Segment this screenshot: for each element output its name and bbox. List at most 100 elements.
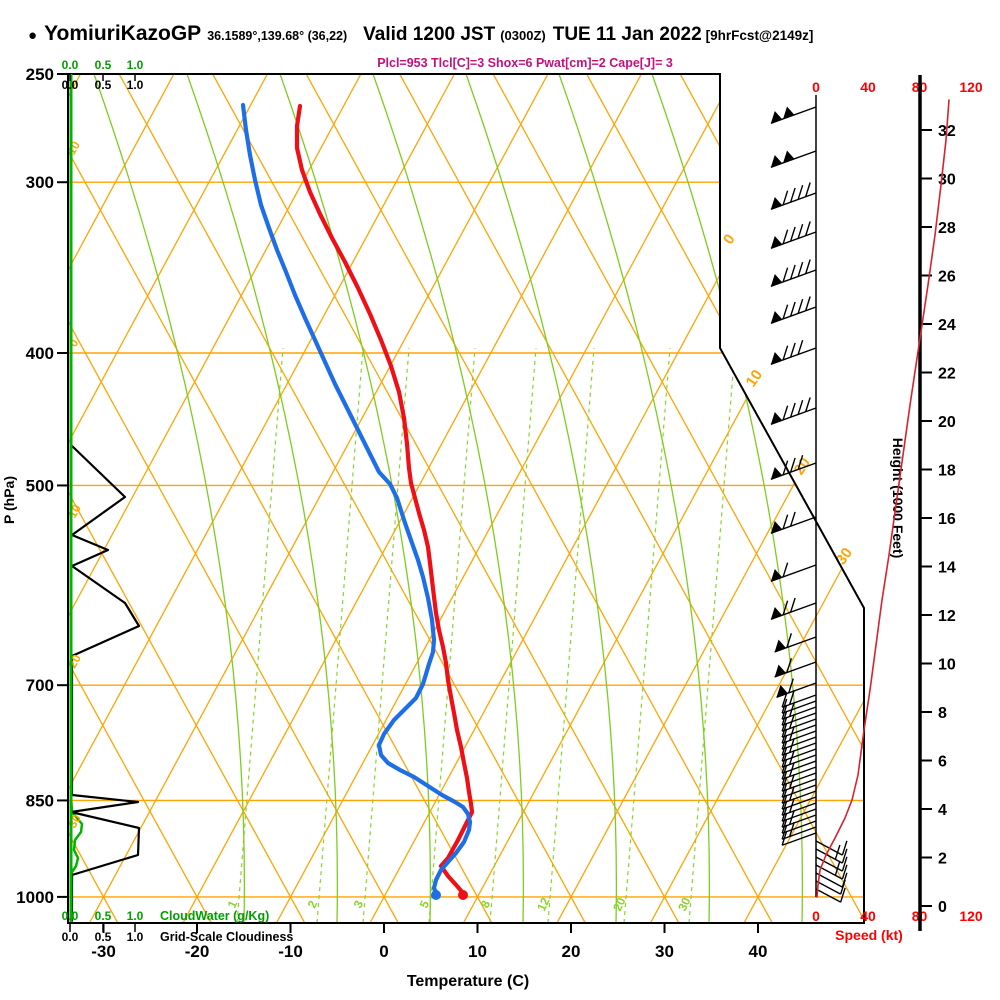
barb-feather bbox=[797, 261, 804, 277]
barb-pennant bbox=[774, 639, 786, 652]
barb-feather bbox=[781, 716, 788, 732]
barb-feather bbox=[781, 746, 788, 762]
wind-barb bbox=[781, 734, 817, 750]
barb-feather bbox=[786, 658, 793, 673]
barb-feather bbox=[781, 800, 788, 816]
barb-feather bbox=[797, 298, 804, 314]
barb-shaft bbox=[770, 192, 817, 210]
barb-shaft bbox=[770, 269, 817, 287]
barb-feather bbox=[789, 810, 795, 825]
cloudwater-scale-label-bottom: 0.0 bbox=[62, 909, 79, 923]
barb-feather bbox=[789, 226, 796, 242]
temperature-tick-label: 30 bbox=[655, 942, 674, 961]
height-tick-label: 4 bbox=[938, 802, 947, 819]
moist-adiabat-line bbox=[372, 74, 524, 923]
barb-shaft bbox=[781, 808, 817, 822]
barb-feather bbox=[781, 818, 788, 834]
barb-feather bbox=[789, 726, 795, 741]
wind-barb bbox=[781, 710, 817, 726]
mixing-ratio-line bbox=[316, 347, 364, 923]
mixing-ratio-line bbox=[428, 347, 476, 923]
barb-feather bbox=[781, 740, 788, 756]
wind-barb bbox=[781, 738, 817, 756]
barb-shaft bbox=[781, 772, 817, 786]
cloudiness-scale-label-bottom: 0.5 bbox=[95, 930, 112, 944]
barb-feather bbox=[789, 822, 795, 837]
barb-feather bbox=[781, 812, 788, 828]
barb-feather bbox=[834, 860, 841, 876]
barb-feather bbox=[782, 229, 789, 245]
barb-pennant bbox=[770, 411, 783, 425]
barb-feather bbox=[797, 399, 804, 415]
dry-adiabat-label: 10 bbox=[64, 138, 83, 157]
wind-barb bbox=[781, 810, 817, 828]
barb-shaft bbox=[781, 748, 817, 762]
cloudiness-scale-label-top: 1.0 bbox=[127, 78, 144, 92]
barb-pennant bbox=[770, 310, 783, 324]
height-tick-label: 10 bbox=[938, 657, 956, 674]
barb-feather bbox=[781, 758, 788, 774]
barb-shaft bbox=[770, 462, 817, 480]
pressure-tick-label: 250 bbox=[26, 65, 54, 84]
temperature-tick-label: -10 bbox=[278, 942, 303, 961]
barb-shaft bbox=[770, 306, 817, 324]
pressure-tick-label: 300 bbox=[26, 173, 54, 192]
barb-feather bbox=[781, 692, 788, 708]
pressure-tick-label: 1000 bbox=[16, 888, 54, 907]
barb-shaft bbox=[781, 814, 817, 828]
barb-feather bbox=[781, 728, 788, 744]
speed-tick-label-bottom: 0 bbox=[812, 908, 820, 924]
mixing-ratio-label: 20 bbox=[610, 895, 628, 913]
barb-shaft bbox=[781, 754, 817, 768]
barb-shaft bbox=[781, 820, 817, 834]
valid-date: TUE 11 Jan 2022 bbox=[552, 24, 702, 45]
barb-feather bbox=[841, 864, 848, 880]
barb-feather bbox=[797, 223, 804, 239]
speed-axis: 0040408080120120Speed (kt) bbox=[812, 79, 983, 943]
barb-pennant bbox=[770, 110, 783, 124]
height-tick-label: 26 bbox=[938, 269, 956, 286]
barb-feather bbox=[781, 722, 788, 738]
wind-barb bbox=[781, 762, 817, 780]
cloudwater-scale-label-top: 0.5 bbox=[95, 58, 112, 72]
wind-barb bbox=[815, 879, 846, 895]
barb-pennant bbox=[770, 466, 783, 480]
pressure-tick-label: 850 bbox=[26, 791, 54, 810]
wind-barb bbox=[781, 786, 817, 804]
background-grid bbox=[68, 74, 864, 923]
bullet-icon: ● bbox=[28, 27, 38, 44]
mixing-ratio-label: 12 bbox=[534, 895, 552, 913]
height-tick-label: 20 bbox=[938, 414, 956, 431]
barb-pennant bbox=[783, 106, 795, 119]
height-tick-label: 28 bbox=[938, 220, 956, 237]
barb-shaft bbox=[770, 106, 817, 124]
barb-feather bbox=[781, 752, 788, 768]
barb-pennant bbox=[770, 235, 783, 249]
barb-feather bbox=[781, 806, 788, 822]
cloudiness-scale-label-bottom: 1.0 bbox=[127, 930, 144, 944]
wind-barb bbox=[770, 397, 817, 425]
wind-barb bbox=[781, 690, 817, 708]
surface-dewpoint-dot bbox=[431, 890, 441, 900]
wind-barb bbox=[815, 840, 848, 856]
title-bar: ● YomiuriKazoGP 36.1589°,139.68° (36,22) Va… bbox=[28, 22, 988, 46]
speed-tick-label-top: 0 bbox=[812, 79, 820, 95]
wind-barb bbox=[781, 702, 817, 720]
barb-feather bbox=[781, 788, 788, 804]
mixing-ratio-line bbox=[623, 347, 671, 923]
station-name: YomiuriKazoGP bbox=[44, 22, 202, 45]
barb-feather bbox=[834, 844, 841, 860]
barb-feather bbox=[804, 397, 811, 412]
wind-barb bbox=[774, 633, 817, 653]
barb-feather bbox=[789, 774, 795, 789]
barb-shaft bbox=[815, 880, 841, 895]
barb-feather bbox=[782, 405, 789, 421]
barb-feather bbox=[789, 264, 796, 280]
wind-barb bbox=[781, 770, 817, 786]
forecast-hour: [9hrFcst@2149z] bbox=[705, 28, 814, 43]
barb-shaft bbox=[781, 724, 817, 738]
barb-feather bbox=[789, 714, 795, 729]
barb-feather bbox=[781, 770, 788, 786]
barb-pennant bbox=[774, 664, 786, 677]
